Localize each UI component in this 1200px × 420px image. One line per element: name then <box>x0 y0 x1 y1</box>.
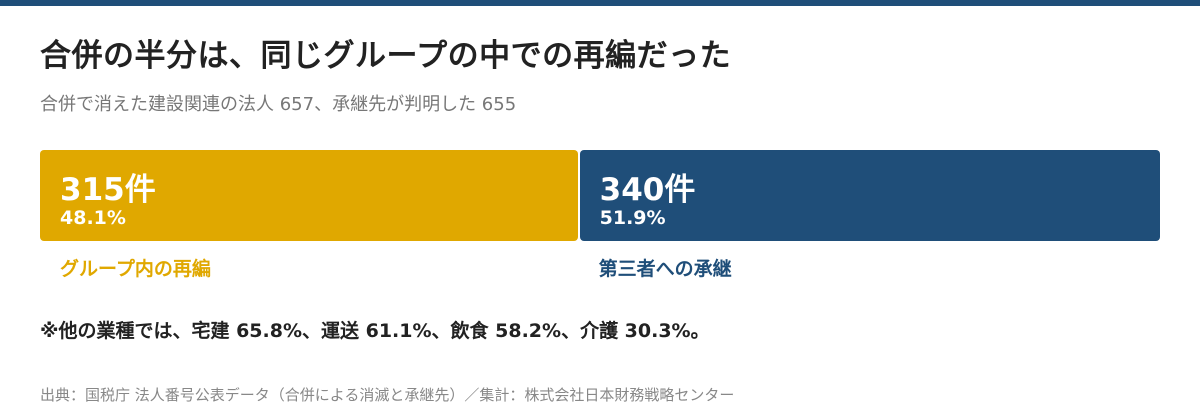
segment-count-label: 315件 <box>60 172 156 208</box>
chart-subtitle: 合併で消えた建設関連の法人 657、承継先が判明した 655 <box>40 94 517 115</box>
segment-percent-label: 48.1% <box>60 207 126 229</box>
comparison-note: ※他の業種では、宅建 65.8%、運送 61.1%、飲食 58.2%、介護 30… <box>40 320 710 342</box>
segment-count-label: 340件 <box>599 172 696 208</box>
segment-category-label-group: グループ内の再編 <box>60 258 211 280</box>
stacked-bar: 315件 48.1% 340件 51.9% <box>40 150 1160 241</box>
chart-title: 合併の半分は、同じグループの中での再編だった <box>40 38 732 74</box>
source-credit: 出典：国税庁 法人番号公表データ（合併による消滅と承継先）／集計：株式会社日本財… <box>40 386 735 404</box>
segment-percent-label: 51.9% <box>599 207 666 229</box>
bar-segment-third-party: 340件 51.9% <box>579 150 1160 241</box>
segment-category-label-third-party: 第三者への承継 <box>598 258 732 280</box>
bar-segment-group: 315件 48.1% <box>40 150 578 241</box>
top-accent-rule <box>0 0 1200 6</box>
